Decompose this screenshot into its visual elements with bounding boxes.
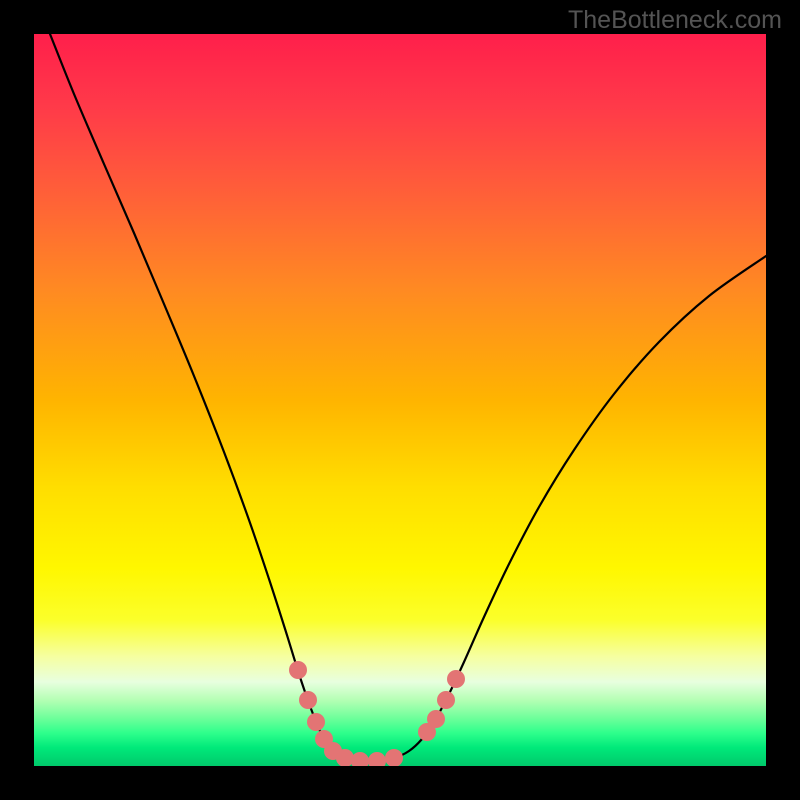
- highlight-dot: [289, 661, 307, 679]
- highlight-dot: [307, 713, 325, 731]
- highlight-dot: [427, 710, 445, 728]
- bottleneck-curve: [50, 34, 766, 761]
- highlight-dot: [437, 691, 455, 709]
- highlight-dot: [368, 752, 386, 766]
- highlight-dot: [385, 749, 403, 766]
- curve-layer: [34, 34, 766, 766]
- highlight-dot: [351, 752, 369, 766]
- highlight-dot: [447, 670, 465, 688]
- watermark-text: TheBottleneck.com: [568, 6, 782, 35]
- highlight-dot: [299, 691, 317, 709]
